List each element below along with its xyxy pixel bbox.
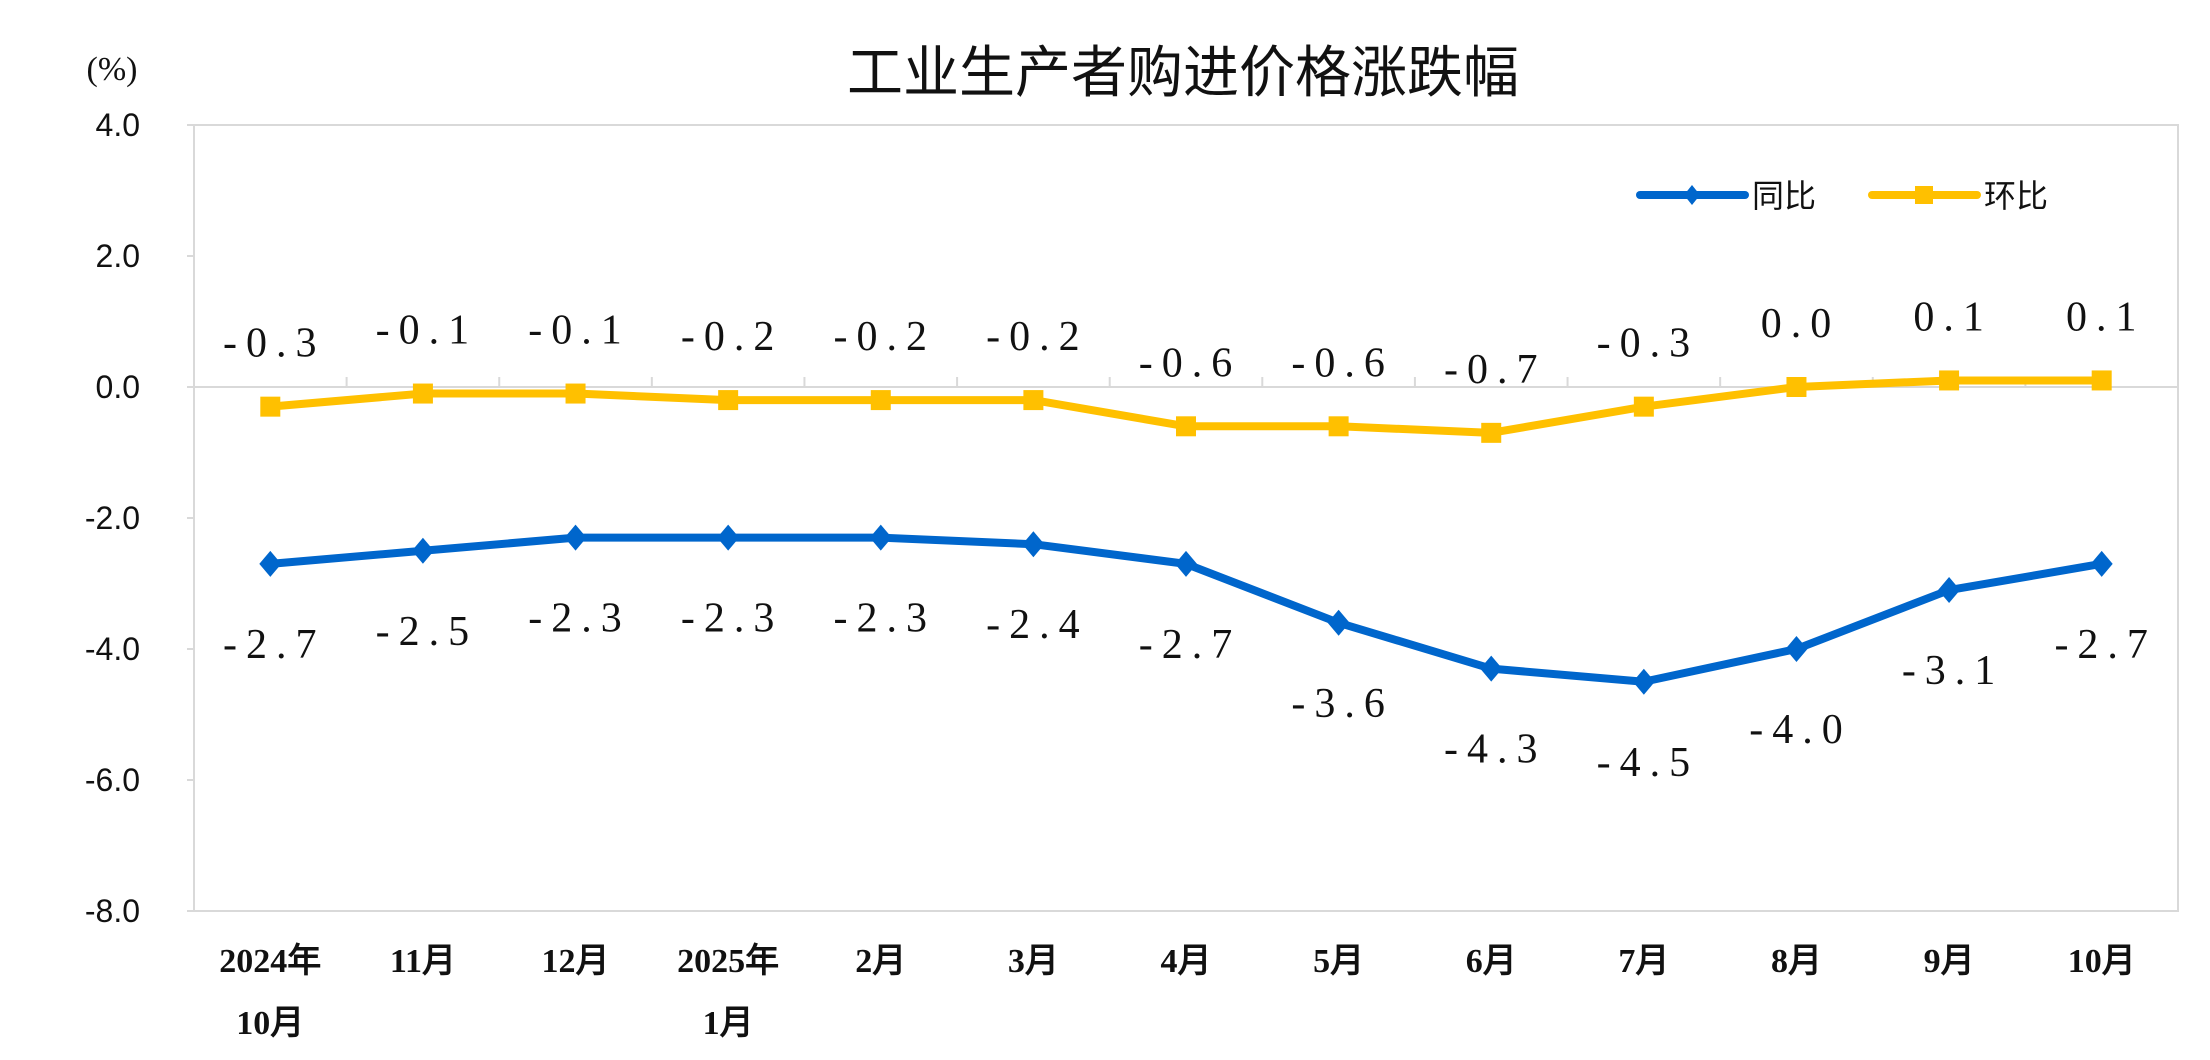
legend-label: 同比	[1752, 177, 1816, 215]
x-tick-label: 12月	[542, 943, 610, 980]
data-point-diamond	[717, 524, 740, 551]
data-label: -0.2	[986, 314, 1089, 360]
data-point-diamond	[1327, 609, 1350, 636]
x-tick-label: 10月	[236, 1005, 304, 1042]
data-label: -0.1	[376, 308, 479, 354]
data-label: -2.3	[681, 596, 784, 642]
chart-title: 工业生产者购进价格涨跌幅	[847, 41, 1519, 106]
y-tick-label: 4.0	[96, 107, 140, 143]
data-label: -0.1	[528, 308, 631, 354]
x-tick-label: 10月	[2068, 943, 2136, 980]
x-tick-label: 2025年	[677, 942, 779, 980]
legend-marker-diamond	[1684, 185, 1700, 205]
x-tick-label: 6月	[1466, 943, 1517, 980]
data-point-diamond	[411, 537, 434, 564]
data-label: -3.6	[1291, 681, 1394, 727]
data-point-diamond	[564, 524, 587, 551]
y-axis-unit: (%)	[87, 51, 138, 88]
data-point-square	[260, 396, 281, 417]
x-tick-label: 9月	[1924, 943, 1975, 980]
data-label: -2.4	[986, 602, 1089, 648]
data-point-square	[1023, 390, 1044, 411]
data-point-square	[412, 383, 433, 404]
data-label: -2.7	[223, 622, 326, 668]
data-point-square	[565, 383, 586, 404]
data-point-square	[1939, 370, 1960, 391]
data-label: -4.0	[1749, 707, 1852, 753]
data-label: -3.1	[1902, 648, 2005, 694]
data-label: -2.3	[834, 596, 937, 642]
y-tick-label: -6.0	[85, 762, 140, 798]
x-tick-label: 7月	[1618, 943, 1669, 980]
data-point-square	[1633, 396, 1654, 417]
data-label: -0.7	[1444, 347, 1547, 393]
data-point-square	[870, 390, 891, 411]
data-point-square	[1176, 416, 1196, 437]
data-point-diamond	[1022, 531, 1045, 558]
data-label: -2.3	[528, 596, 631, 642]
x-tick-label: 1月	[703, 1005, 754, 1042]
y-tick-label: 2.0	[96, 238, 140, 274]
legend-marker-square	[1915, 186, 1933, 204]
data-label: 0.1	[2066, 294, 2146, 340]
y-tick-label: -8.0	[85, 893, 140, 929]
x-tick-label: 3月	[1008, 943, 1059, 980]
data-label: -0.3	[1597, 321, 1700, 367]
data-point-diamond	[1938, 577, 1961, 604]
data-point-square	[1328, 416, 1349, 437]
data-point-diamond	[1175, 550, 1197, 577]
data-label: -4.5	[1597, 740, 1700, 786]
x-tick-label: 4月	[1161, 943, 1212, 980]
data-point-square	[2091, 370, 2112, 391]
data-point-square	[718, 390, 739, 411]
y-tick-label: -4.0	[85, 631, 140, 667]
y-tick-label: 0.0	[96, 369, 140, 405]
data-label: -2.7	[1139, 622, 1242, 668]
data-label: -0.3	[223, 321, 326, 367]
data-label: -0.6	[1291, 340, 1394, 386]
data-label: 0.0	[1761, 301, 1841, 347]
data-label: 0.1	[1913, 294, 1993, 340]
data-point-square	[1786, 377, 1807, 397]
data-label: -2.5	[376, 609, 479, 655]
x-tick-label: 2024年	[219, 942, 321, 980]
data-point-square	[1481, 422, 1502, 443]
data-point-diamond	[869, 524, 892, 551]
x-tick-label: 2月	[855, 943, 906, 980]
data-label: -0.6	[1139, 340, 1242, 386]
y-tick-label: -2.0	[85, 500, 140, 536]
x-tick-label: 5月	[1313, 943, 1364, 980]
data-label: -4.3	[1444, 727, 1547, 773]
data-point-diamond	[1480, 655, 1503, 682]
data-label: -0.2	[681, 314, 784, 360]
plot-area	[193, 124, 2179, 912]
data-label: -0.2	[834, 314, 937, 360]
data-label: -2.7	[2054, 622, 2157, 668]
data-point-diamond	[2090, 550, 2113, 577]
x-tick-label: 8月	[1771, 943, 1822, 980]
data-point-diamond	[259, 550, 282, 577]
data-point-diamond	[1632, 668, 1655, 695]
data-point-diamond	[1785, 636, 1808, 662]
x-tick-label: 11月	[390, 943, 456, 980]
legend-label: 环比	[1984, 177, 2048, 215]
